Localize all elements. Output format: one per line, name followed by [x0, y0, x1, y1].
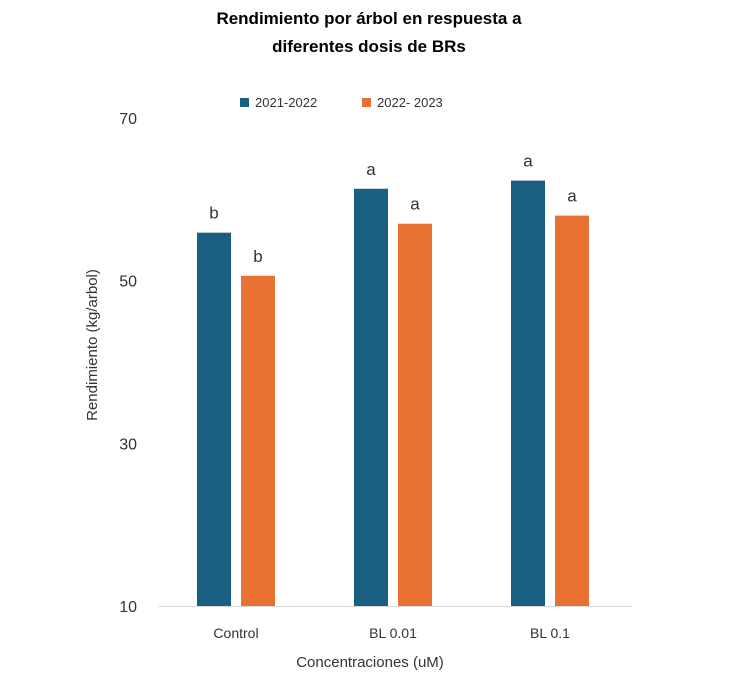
- bar-2022-2023-Control: [241, 275, 275, 606]
- chart-title-line-1: Rendimiento por árbol en respuesta a: [216, 9, 522, 28]
- y-tick-label: 10: [119, 599, 137, 616]
- significance-label: b: [209, 204, 218, 223]
- legend-label-2021-2022: 2021-2022: [255, 95, 317, 110]
- x-tick-label: BL 0.01: [369, 625, 417, 641]
- bar-2021-2022-BL0.1: [511, 180, 545, 607]
- chart-title-line-2: diferentes dosis de BRs: [272, 37, 466, 56]
- bar-2021-2022-Control: [197, 232, 231, 606]
- y-axis-label: Rendimiento (kg/arbol): [84, 269, 101, 421]
- x-tick-label: Control: [213, 625, 258, 641]
- bar-2022-2023-BL0.1: [555, 215, 589, 606]
- legend-label-2022-2023: 2022- 2023: [377, 95, 443, 110]
- significance-label: a: [410, 195, 420, 214]
- y-tick-label: 50: [119, 274, 137, 291]
- significance-label: a: [567, 187, 577, 206]
- y-tick-label: 30: [119, 436, 137, 453]
- x-tick-label: BL 0.1: [530, 625, 570, 641]
- significance-label: b: [253, 247, 262, 266]
- significance-label: a: [523, 152, 533, 171]
- legend-swatch-2021-2022: [240, 98, 249, 107]
- legend-swatch-2022-2023: [362, 98, 371, 107]
- significance-label: a: [366, 160, 376, 179]
- x-axis-label: Concentraciones (uM): [296, 654, 444, 671]
- bar-2022-2023-BL0.01: [398, 223, 432, 606]
- y-tick-label: 70: [119, 111, 137, 128]
- bar-2021-2022-BL0.01: [354, 188, 388, 606]
